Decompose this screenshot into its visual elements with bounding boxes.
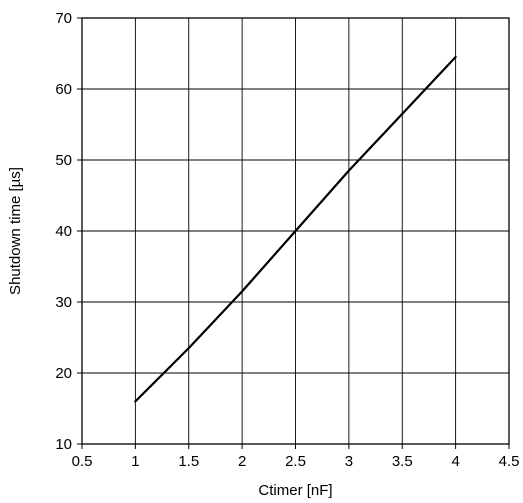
- y-tick-label: 20: [55, 365, 72, 382]
- y-axis-ticks: 10 20 30 40 50 60 70: [55, 10, 82, 453]
- y-tick-label: 40: [55, 223, 72, 240]
- series-line: [134, 55, 457, 403]
- x-tick-label: 4.5: [499, 453, 520, 470]
- y-tick-label: 60: [55, 81, 72, 98]
- x-tick-label: 3: [345, 453, 353, 470]
- x-tick-label: 1: [131, 453, 139, 470]
- series-layer: [134, 55, 457, 403]
- x-axis-label: Ctimer [nF]: [258, 482, 332, 499]
- y-axis-label: Shutdown time [µs]: [7, 167, 24, 295]
- grid: [82, 18, 509, 444]
- x-tick-label: 2: [238, 453, 246, 470]
- y-tick-label: 70: [55, 10, 72, 27]
- y-tick-label: 50: [55, 152, 72, 169]
- x-tick-label: 1.5: [178, 453, 199, 470]
- x-tick-label: 0.5: [72, 453, 93, 470]
- y-tick-label: 10: [55, 436, 72, 453]
- y-tick-label: 30: [55, 294, 72, 311]
- x-tick-label: 3.5: [392, 453, 413, 470]
- x-axis-ticks: 0.5 1 1.5 2 2.5 3 3.5 4 4.5: [72, 444, 520, 470]
- x-tick-label: 2.5: [285, 453, 306, 470]
- x-tick-label: 4: [451, 453, 459, 470]
